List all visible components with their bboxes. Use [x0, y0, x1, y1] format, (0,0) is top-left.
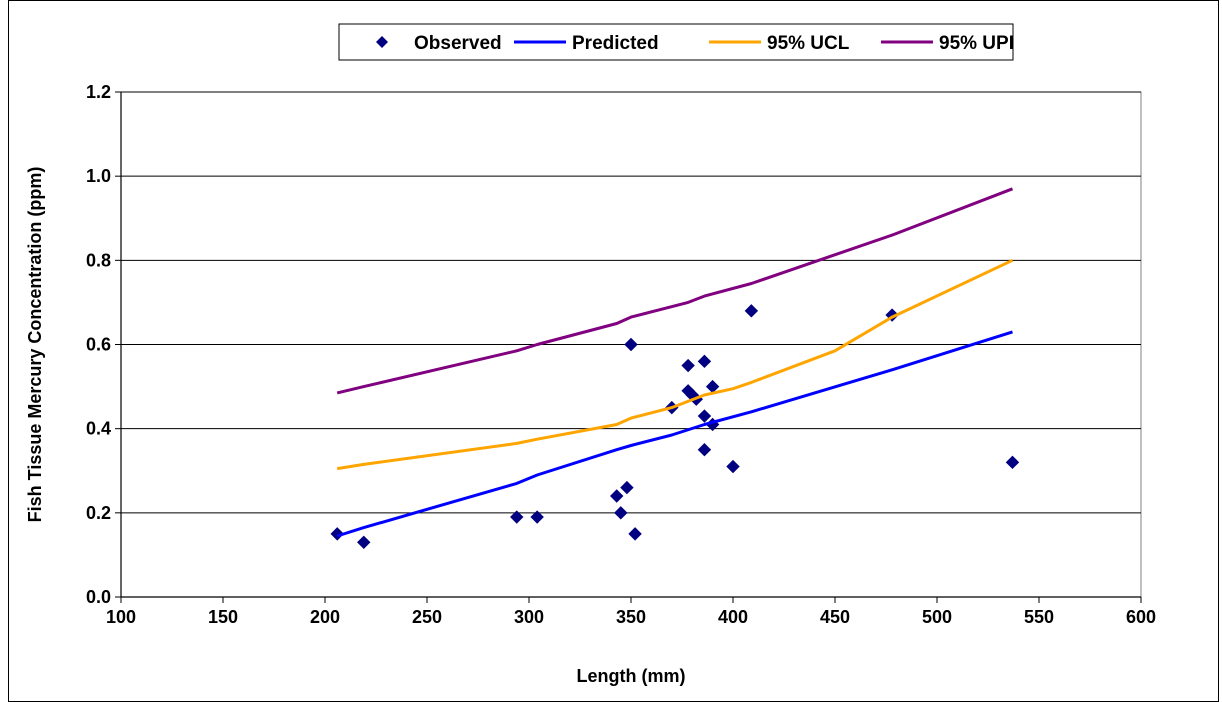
legend-label-predicted: Predicted — [572, 33, 659, 54]
legend-swatch-observed — [376, 36, 388, 48]
x-tick-label: 300 — [514, 607, 544, 627]
y-tick-label: 0.4 — [86, 419, 111, 439]
y-tick-label: 0.8 — [86, 250, 111, 270]
x-tick-label: 200 — [310, 607, 340, 627]
y-axis-title: Fish Tissue Mercury Concentration (ppm) — [25, 167, 45, 523]
data-point-observed — [697, 443, 712, 457]
data-point-observed — [697, 354, 712, 369]
data-point-observed — [357, 535, 371, 549]
x-tick-label: 100 — [106, 607, 136, 627]
y-tick-label: 0.6 — [86, 335, 111, 355]
x-tick-label: 600 — [1126, 607, 1156, 627]
legend: Observed Predicted 95% UCL 95% UPI — [338, 23, 1014, 61]
data-point-observed — [697, 409, 712, 423]
y-tick-label: 0.0 — [86, 587, 111, 607]
data-point-observed — [530, 510, 544, 524]
y-tick-label: 1.2 — [86, 82, 111, 102]
data-point-observed — [726, 459, 740, 474]
x-tick-label: 550 — [1024, 607, 1054, 627]
data-point-observed — [624, 337, 638, 352]
y-tick-label: 1.0 — [86, 166, 111, 186]
series-line-95-upi — [336, 187, 1014, 395]
x-axis-title: Length (mm) — [577, 666, 686, 686]
data-point-observed — [620, 480, 634, 495]
x-tick-label: 150 — [208, 607, 238, 627]
legend-label-95-ucl: 95% UCL — [767, 33, 850, 54]
data-point-observed — [744, 304, 759, 318]
legend-label-observed: Observed — [414, 33, 502, 54]
x-tick-label: 500 — [922, 607, 952, 627]
series-line-predicted — [336, 330, 1013, 538]
data-point-observed — [330, 527, 344, 541]
data-point-observed — [510, 510, 524, 524]
legend-label-95-upi: 95% UPI — [939, 33, 1014, 54]
x-tick-label: 250 — [412, 607, 442, 627]
data-point-observed — [1005, 455, 1020, 470]
y-tick-label: 0.2 — [86, 503, 111, 523]
x-tick-label: 350 — [616, 607, 646, 627]
axes: 0.0 0.2 0.4 0.6 0.8 1.0 1.2 100 150 200 250 300 350 4… — [86, 82, 1156, 627]
series-line-95-ucl — [336, 258, 1014, 471]
data-point-observed — [610, 489, 624, 503]
data-point-observed — [681, 358, 695, 373]
data-point-observed — [628, 527, 642, 541]
x-tick-label: 400 — [718, 607, 748, 627]
x-tick-label: 450 — [820, 607, 850, 627]
series-layer — [330, 187, 1020, 549]
data-point-observed — [614, 506, 628, 520]
